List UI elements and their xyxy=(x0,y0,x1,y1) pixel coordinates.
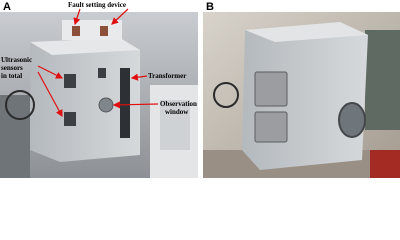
annotation-line: Transformer xyxy=(148,72,186,80)
annotation-line: Fault setting device xyxy=(68,1,126,9)
arrow xyxy=(111,8,129,25)
photo-b xyxy=(203,12,400,178)
arrow xyxy=(112,101,159,109)
annotation-line: in total xyxy=(1,72,22,80)
annotation-line: Ultrasonic xyxy=(1,56,32,64)
panel-label: B xyxy=(206,1,214,13)
page: {"panels": [ {"label": "A", "annotations… xyxy=(0,0,400,178)
annotation-line: window xyxy=(165,108,189,116)
arrow xyxy=(37,71,63,118)
arrow xyxy=(37,65,64,79)
arrow xyxy=(130,73,148,81)
annotation-line: Observation xyxy=(160,100,197,108)
annotation: Ultrasonic sensors in total xyxy=(1,56,34,80)
photo-a xyxy=(0,12,198,178)
arrow xyxy=(73,8,81,26)
annotation-line: sensors xyxy=(1,64,23,72)
annotation: Observation window xyxy=(160,100,199,116)
annotation: Fault setting device xyxy=(68,1,126,9)
annotation: Transformer xyxy=(148,72,186,80)
figure: A B Fault setting device Ultrasonic sens… xyxy=(0,1,400,178)
panel-label: A xyxy=(3,1,11,13)
